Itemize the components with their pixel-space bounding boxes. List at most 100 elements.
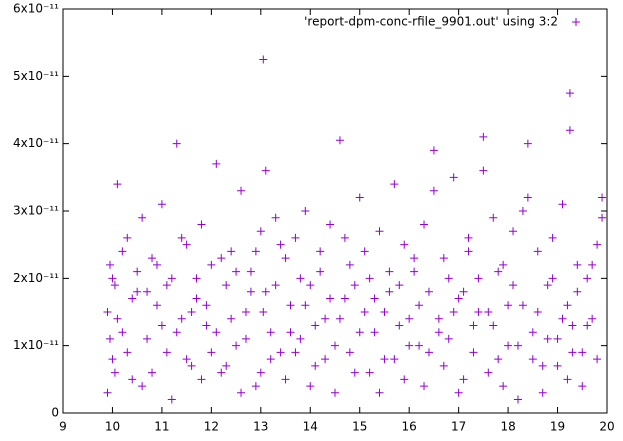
point: [390, 355, 399, 364]
point: [563, 375, 572, 384]
point: [157, 200, 166, 209]
point: [523, 193, 532, 202]
point: [593, 240, 602, 249]
point: [123, 348, 132, 357]
point: [261, 166, 270, 175]
point: [370, 294, 379, 303]
x-tick-label: 10: [105, 420, 120, 434]
point: [311, 321, 320, 330]
point: [152, 301, 161, 310]
point: [133, 267, 142, 276]
point: [306, 281, 315, 290]
point: [355, 193, 364, 202]
point: [271, 281, 280, 290]
point: [350, 281, 359, 290]
point: [266, 355, 275, 364]
point: [390, 180, 399, 189]
point: [588, 260, 597, 269]
point: [568, 321, 577, 330]
point: [113, 180, 122, 189]
point: [259, 55, 268, 64]
point: [454, 388, 463, 397]
point: [251, 247, 260, 256]
point: [410, 254, 419, 263]
point: [573, 260, 582, 269]
point: [583, 321, 592, 330]
point: [405, 341, 414, 350]
point: [400, 240, 409, 249]
point: [434, 328, 443, 337]
point: [553, 334, 562, 343]
point: [326, 294, 335, 303]
point: [474, 274, 483, 283]
axes: 0 1x10⁻¹¹ 2x10⁻¹¹ 3x10⁻¹¹ 4x10⁻¹¹ 5x10⁻¹¹ 6x10…: [13, 2, 615, 434]
point: [484, 368, 493, 377]
point: [469, 348, 478, 357]
x-tick-label: 18: [500, 420, 515, 434]
point: [138, 382, 147, 391]
point: [479, 166, 488, 175]
point: [335, 136, 344, 145]
point: [420, 220, 429, 229]
point: [105, 260, 114, 269]
point: [232, 267, 241, 276]
point: [598, 213, 607, 222]
point: [543, 281, 552, 290]
point: [222, 361, 231, 370]
point: [246, 287, 255, 296]
point: [593, 355, 602, 364]
point: [565, 89, 574, 98]
point: [241, 334, 250, 343]
point: [444, 274, 453, 283]
point: [434, 314, 443, 323]
point: [212, 159, 221, 168]
point: [266, 328, 275, 337]
point: [182, 240, 191, 249]
point: [365, 274, 374, 283]
point: [429, 186, 438, 195]
point: [350, 368, 359, 377]
point: [523, 139, 532, 148]
point: [128, 375, 137, 384]
point: [110, 368, 119, 377]
point: [518, 301, 527, 310]
point: [162, 348, 171, 357]
point: [548, 233, 557, 242]
point: [429, 146, 438, 155]
point: [291, 348, 300, 357]
point: [573, 287, 582, 296]
y-tick-label: 4x10⁻¹¹: [13, 136, 59, 150]
point: [105, 334, 114, 343]
point: [454, 294, 463, 303]
point: [558, 314, 567, 323]
point: [286, 328, 295, 337]
point: [355, 328, 364, 337]
point: [331, 341, 339, 350]
x-tick-label: 9: [59, 420, 67, 434]
point: [227, 247, 236, 256]
y-tick-label: 5x10⁻¹¹: [13, 69, 59, 83]
point: [553, 361, 562, 370]
x-tick-label: 19: [550, 420, 565, 434]
point: [410, 267, 419, 276]
point: [494, 355, 503, 364]
point: [415, 301, 424, 310]
point: [380, 355, 389, 364]
point: [340, 233, 349, 242]
point: [489, 213, 498, 222]
point: [143, 334, 152, 343]
point: [197, 220, 206, 229]
point: [103, 308, 112, 316]
point: [276, 348, 285, 357]
point: [464, 233, 473, 242]
point: [167, 395, 176, 404]
point: [241, 308, 250, 316]
point: [370, 328, 379, 337]
point: [518, 207, 527, 215]
point: [563, 301, 572, 310]
point: [148, 254, 157, 263]
x-tick-label: 12: [204, 420, 219, 434]
point: [108, 355, 117, 364]
point: [202, 301, 211, 310]
